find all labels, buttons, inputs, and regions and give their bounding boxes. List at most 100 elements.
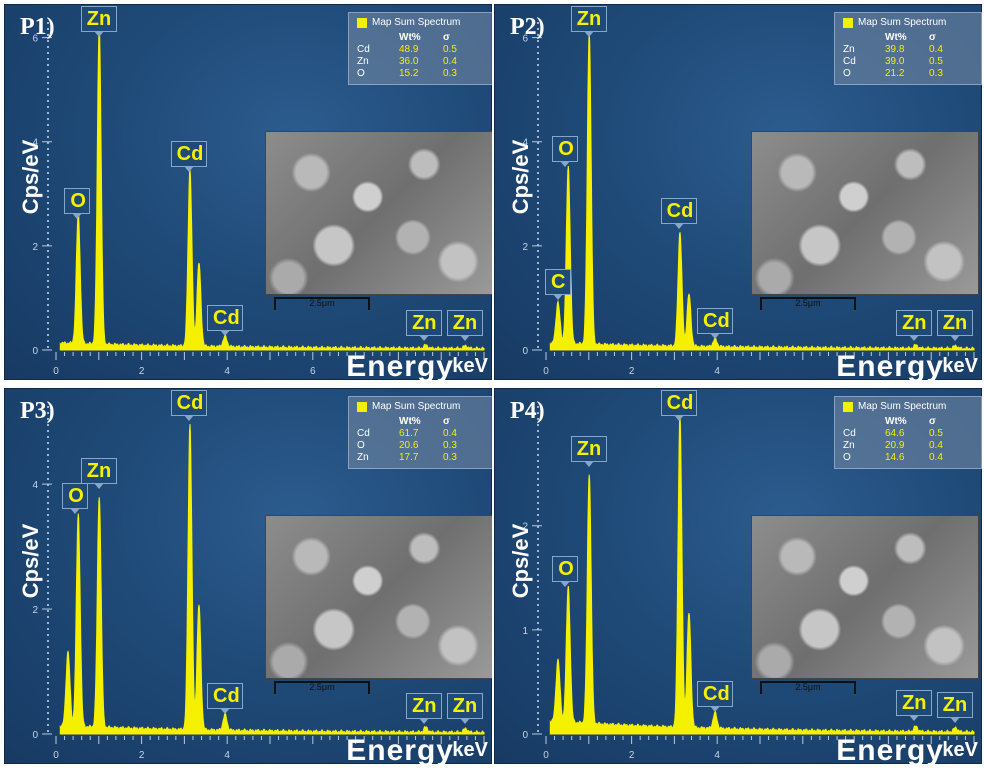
y-tick-label: 2 (32, 605, 38, 616)
legend-element: O (357, 68, 365, 79)
eds-panel-p1: 0 2 4 6 0 2 4 6 2.5μm Map Sum Spectrum Wt% σ Cd 48.9 0… (4, 4, 492, 380)
legend-sigma: 0.4 (443, 428, 457, 439)
legend-row: Cd 39.0 0.5 (843, 56, 975, 68)
legend-row: O 20.6 0.3 (357, 440, 489, 452)
legend-wt: 20.9 (885, 440, 905, 451)
spectrum-area (549, 415, 975, 735)
legend-header-element (357, 416, 399, 428)
peak-label: O (552, 556, 579, 588)
x-tick-label: 4 (714, 366, 720, 377)
sem-micrograph: 2.5μm (752, 516, 978, 694)
legend-element: Zn (357, 56, 369, 67)
legend-row: Cd 61.7 0.4 (357, 428, 489, 440)
legend-element: Cd (357, 44, 370, 55)
legend-row: Zn 36.0 0.4 (357, 56, 489, 68)
eds-panel-p2: 0 2 4 6 0 2 4 2.5μm Map Sum Spectrum Wt% σ Zn 39.8 0.… (494, 4, 982, 380)
x-axis: 0 2 4 (543, 736, 975, 761)
legend-swatch (357, 401, 367, 412)
x-tick-label: 0 (53, 750, 59, 761)
y-axis: 0 1 2 (522, 406, 542, 741)
legend-header-row: Wt% σ (843, 32, 975, 44)
x-axis-unit: keV (942, 739, 978, 761)
legend-wt: 15.2 (399, 68, 419, 79)
legend-header-wt: Wt% (885, 416, 907, 427)
legend-sigma: 0.5 (443, 44, 457, 55)
legend-element: Zn (843, 44, 855, 55)
y-axis-label: Cps/eV (18, 523, 43, 599)
legend-wt: 39.8 (885, 44, 905, 55)
peak-label: Zn (406, 310, 443, 342)
y-axis-label: Cps/eV (508, 523, 533, 599)
legend-title-text: Map Sum Spectrum (372, 401, 461, 412)
panel-label: P3) (20, 398, 55, 424)
x-tick-label: 0 (543, 750, 549, 761)
legend-header-sigma: σ (443, 32, 450, 43)
peak-label: Cd (170, 390, 207, 421)
legend-wt: 17.7 (399, 452, 419, 463)
legend-element: Zn (357, 452, 369, 463)
spectrum-plot: 0 2 4 6 0 2 4 6 (32, 22, 485, 377)
legend-sigma: 0.4 (443, 56, 457, 67)
legend-header-sigma: σ (929, 32, 936, 43)
x-tick-label: 6 (310, 366, 316, 377)
legend-wt: 21.2 (885, 68, 905, 79)
spectrum-area (59, 27, 485, 351)
y-tick-label: 0 (522, 346, 528, 357)
y-tick-label: 0 (32, 730, 38, 741)
panel-label: P2) (510, 14, 545, 40)
x-axis-unit: keV (452, 739, 488, 761)
eds-panel-p3: 0 2 4 0 2 4 2.5μm Map Sum Spectrum Wt% σ Cd 61.7 0.4… (4, 388, 492, 764)
composition-legend: Map Sum Spectrum Wt% σ Zn 39.8 0.4 Cd 39.0 0.5 O 2… (834, 12, 982, 85)
scale-bar-label: 2.5μm (795, 298, 821, 308)
peak-label: Zn (896, 689, 933, 721)
legend-header-row: Wt% σ (357, 416, 489, 428)
scale-bar: 2.5μm (760, 681, 856, 694)
x-tick-label: 4 (224, 750, 230, 761)
legend-sigma: 0.3 (443, 440, 457, 451)
legend-header-sigma: σ (443, 416, 450, 427)
legend-row: O 14.6 0.4 (843, 452, 975, 464)
composition-legend: Map Sum Spectrum Wt% σ Cd 64.6 0.5 Zn 20.9 0.4 O 1… (834, 396, 982, 469)
scale-bar-label: 2.5μm (309, 682, 335, 692)
legend-title: Map Sum Spectrum (843, 401, 975, 412)
legend-row: Cd 48.9 0.5 (357, 44, 489, 56)
scale-bar: 2.5μm (274, 681, 370, 694)
legend-header-row: Wt% σ (843, 416, 975, 428)
scale-bar-label: 2.5μm (309, 298, 335, 308)
legend-title: Map Sum Spectrum (357, 17, 489, 28)
composition-legend: Map Sum Spectrum Wt% σ Cd 48.9 0.5 Zn 36.0 0.4 O 1… (348, 12, 492, 85)
legend-row: Cd 64.6 0.5 (843, 428, 975, 440)
legend-sigma: 0.5 (929, 428, 943, 439)
legend-header-wt: Wt% (399, 32, 421, 43)
peak-label: Zn (80, 6, 117, 37)
peak-label: Cd (660, 198, 697, 230)
legend-title: Map Sum Spectrum (357, 401, 489, 412)
legend-row: Zn 20.9 0.4 (843, 440, 975, 452)
panel-label: P4) (510, 398, 545, 424)
x-tick-label: 2 (629, 750, 635, 761)
x-tick-label: 0 (543, 366, 549, 377)
x-axis-label: Energy (346, 734, 454, 764)
peak-label: Cd (697, 681, 734, 713)
y-tick-label: 6 (32, 34, 38, 45)
x-tick-label: 0 (53, 366, 59, 377)
peak-label: Zn (570, 436, 607, 468)
legend-swatch (843, 401, 853, 412)
y-tick-label: 1 (522, 626, 528, 637)
y-axis: 0 2 4 6 (522, 22, 542, 357)
legend-element: O (357, 440, 365, 451)
legend-wt: 61.7 (399, 428, 419, 439)
x-axis-label: Energy (836, 734, 944, 764)
y-axis-label: Cps/eV (18, 139, 43, 215)
legend-wt: 64.6 (885, 428, 905, 439)
peak-label: O (552, 135, 579, 167)
x-tick-label: 2 (139, 750, 145, 761)
spectrum-plot: 0 2 4 6 0 2 4 (522, 22, 975, 377)
spectrum-area (549, 33, 975, 351)
peak-label: Zn (896, 310, 933, 342)
legend-row: Zn 17.7 0.3 (357, 452, 489, 464)
legend-row: O 21.2 0.3 (843, 68, 975, 80)
sem-micrograph: 2.5μm (752, 132, 978, 310)
peak-label: Zn (80, 458, 117, 490)
legend-swatch (357, 17, 367, 28)
